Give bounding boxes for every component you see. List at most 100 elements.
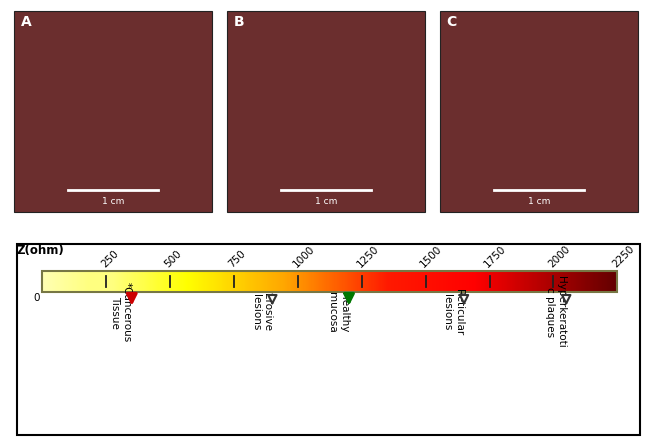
Bar (209, 271, 210, 292)
Text: 0: 0 (33, 293, 40, 303)
Bar (331, 271, 332, 292)
Bar (193, 271, 194, 292)
Bar (329, 271, 330, 292)
Bar (307, 271, 308, 292)
Bar (424, 271, 425, 292)
Bar (529, 271, 530, 292)
Bar (393, 271, 394, 292)
Bar (231, 271, 232, 292)
Bar (85, 271, 86, 292)
Bar (246, 271, 247, 292)
Bar (561, 271, 562, 292)
Bar (548, 271, 550, 292)
Bar (314, 271, 315, 292)
Bar (50, 271, 52, 292)
Bar (224, 271, 225, 292)
Text: Healthy
mucosa: Healthy mucosa (327, 292, 349, 333)
Bar (392, 271, 393, 292)
Bar (600, 271, 601, 292)
Bar (440, 271, 441, 292)
Bar (126, 271, 127, 292)
Bar (493, 271, 494, 292)
Bar (538, 271, 539, 292)
Bar (364, 271, 366, 292)
Bar (366, 271, 368, 292)
Bar (128, 271, 130, 292)
Bar (185, 271, 186, 292)
Bar (369, 271, 370, 292)
Bar (263, 271, 264, 292)
Bar (170, 271, 171, 292)
Bar (92, 271, 93, 292)
Text: 1250: 1250 (355, 244, 380, 270)
Bar (476, 271, 477, 292)
Bar (94, 271, 95, 292)
Bar (83, 271, 85, 292)
Bar (531, 271, 532, 292)
Bar (172, 271, 173, 292)
Bar (300, 271, 301, 292)
Bar (426, 271, 428, 292)
Bar (481, 271, 482, 292)
Bar (333, 271, 334, 292)
Bar (67, 271, 68, 292)
Bar (301, 271, 303, 292)
Bar (112, 271, 113, 292)
Bar (598, 271, 599, 292)
Bar (407, 271, 408, 292)
Bar (157, 271, 158, 292)
Text: Erosive
lesions: Erosive lesions (251, 293, 273, 331)
Text: 250: 250 (99, 249, 120, 270)
Bar (522, 271, 523, 292)
Bar (240, 271, 241, 292)
Bar (576, 271, 577, 292)
Bar (370, 271, 371, 292)
Bar (559, 271, 560, 292)
Bar (259, 271, 261, 292)
Bar (188, 271, 190, 292)
Bar (213, 271, 214, 292)
Bar (68, 271, 70, 292)
Bar (584, 271, 585, 292)
Bar (500, 271, 501, 292)
Bar (111, 271, 112, 292)
Text: Z(ohm): Z(ohm) (17, 244, 65, 257)
Bar (371, 271, 372, 292)
Bar (602, 271, 604, 292)
Bar (109, 271, 110, 292)
Bar (138, 271, 139, 292)
Bar (264, 271, 265, 292)
Bar (166, 271, 168, 292)
Bar (71, 271, 72, 292)
Bar (473, 271, 475, 292)
Bar (98, 271, 100, 292)
Bar (289, 271, 291, 292)
Bar (288, 271, 289, 292)
Bar (110, 271, 111, 292)
Bar (482, 271, 484, 292)
Bar (461, 271, 462, 292)
Bar (336, 271, 338, 292)
Bar (404, 271, 405, 292)
Bar (417, 271, 419, 292)
Bar (116, 271, 117, 292)
Bar (151, 271, 153, 292)
Bar (502, 271, 503, 292)
Bar (265, 271, 267, 292)
Bar (175, 271, 176, 292)
Bar (132, 271, 133, 292)
Bar (54, 271, 55, 292)
Bar (494, 271, 496, 292)
Bar (162, 271, 163, 292)
Bar (279, 271, 280, 292)
Bar (187, 271, 188, 292)
Bar (234, 271, 235, 292)
Bar (444, 271, 445, 292)
Bar (462, 271, 464, 292)
Bar (434, 271, 436, 292)
Bar (91, 271, 92, 292)
Bar (560, 271, 561, 292)
Bar (205, 271, 207, 292)
Bar (178, 271, 179, 292)
Bar (74, 271, 76, 292)
